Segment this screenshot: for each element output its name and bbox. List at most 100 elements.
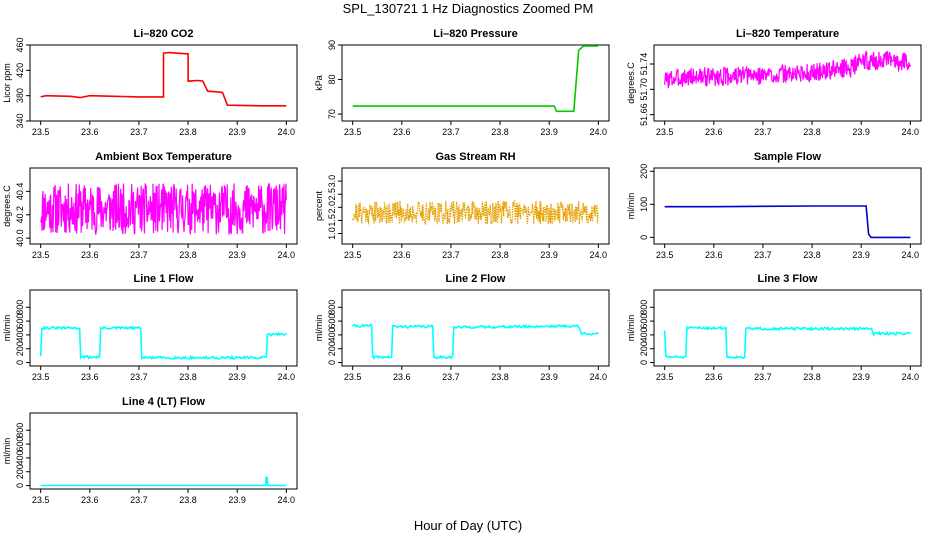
plot-frame	[29, 44, 298, 122]
series-line	[40, 51, 287, 107]
x-tick-label: 23.7	[754, 127, 772, 137]
x-tick-label: 23.7	[130, 495, 148, 505]
series-line	[39, 325, 287, 361]
x-tick-label: 23.7	[130, 372, 148, 382]
y-axis-label: ml/min	[314, 315, 324, 342]
panel-6: Sample Flow ml/min 23.5 23.6 23.7 23.8 23.9 24.…	[626, 151, 922, 260]
x-tick-label: 24.0	[278, 127, 296, 137]
y-tick-label: 80	[327, 75, 337, 85]
series-line	[664, 50, 911, 89]
y-tick-label: 800	[639, 300, 649, 315]
x-tick-label: 23.7	[130, 127, 148, 137]
figure-x-axis-label: Hour of Day (UTC)	[413, 518, 523, 533]
y-axis-label: kPa	[314, 75, 324, 91]
x-tick-label: 23.9	[852, 250, 870, 260]
y-axis-label: ml/min	[2, 315, 12, 342]
series-line	[352, 199, 599, 225]
x-tick-label: 23.8	[491, 372, 509, 382]
y-tick-label: 400	[15, 450, 25, 465]
x-tick-label: 24.0	[278, 495, 296, 505]
x-tick-label: 23.7	[754, 372, 772, 382]
x-tick-label: 23.8	[803, 250, 821, 260]
x-tick-label: 23.5	[32, 495, 50, 505]
x-tick-label: 23.5	[32, 250, 50, 260]
x-tick-label: 23.8	[803, 127, 821, 137]
y-tick-label: 51.74	[639, 53, 649, 76]
y-axis-label: degrees.C	[2, 185, 12, 227]
figure-title: SPL_130721 1 Hz Diagnostics Zoomed PM	[342, 1, 594, 16]
plot-frame	[653, 289, 922, 367]
panel-title: Gas Stream RH	[435, 151, 515, 163]
y-tick-label: 40.2	[15, 206, 25, 224]
y-tick-label: 600	[327, 314, 337, 329]
y-axis-label: Licor ppm	[2, 63, 12, 103]
y-tick-label: 600	[15, 437, 25, 452]
x-tick-label: 23.9	[228, 372, 246, 382]
y-axis-label: ml/min	[626, 193, 636, 220]
x-tick-label: 23.5	[32, 372, 50, 382]
x-tick-label: 23.5	[344, 250, 362, 260]
x-tick-label: 23.6	[705, 250, 723, 260]
x-tick-label: 23.6	[393, 127, 411, 137]
y-tick-label: 70	[327, 109, 337, 119]
y-tick-label: 200	[639, 341, 649, 356]
x-tick-label: 24.0	[278, 372, 296, 382]
plot-frame	[29, 289, 298, 367]
x-tick-label: 23.9	[228, 250, 246, 260]
x-tick-label: 23.9	[540, 127, 558, 137]
x-tick-label: 23.8	[179, 372, 197, 382]
plot-frame	[341, 44, 610, 122]
panel-2: Li–820 Pressure kPa 23.5 23.6 23.7 23.8 23.9 24…	[314, 28, 610, 137]
x-tick-label: 23.8	[179, 250, 197, 260]
x-tick-label: 23.6	[81, 250, 99, 260]
x-tick-label: 23.6	[393, 372, 411, 382]
panel-title: Line 4 (LT) Flow	[122, 396, 205, 408]
y-tick-label: 380	[15, 88, 25, 103]
x-tick-label: 23.9	[540, 372, 558, 382]
y-tick-label: 420	[15, 63, 25, 78]
x-tick-label: 23.9	[228, 495, 246, 505]
y-tick-label: 100	[639, 197, 649, 212]
y-tick-label: 340	[15, 113, 25, 128]
series-line	[664, 205, 911, 239]
panel-title: Li–820 Temperature	[736, 28, 839, 40]
x-tick-label: 23.9	[228, 127, 246, 137]
panel-7: Line 1 Flow ml/min 23.5 23.6 23.7 23.8 23.9 24.…	[2, 273, 298, 382]
x-tick-label: 23.5	[656, 250, 674, 260]
x-tick-label: 23.7	[442, 250, 460, 260]
y-tick-label: 0	[15, 483, 25, 488]
y-axis-label: ml/min	[626, 315, 636, 342]
y-tick-label: 0	[639, 360, 649, 365]
y-tick-label: 200	[15, 464, 25, 479]
y-tick-label: 200	[639, 164, 649, 179]
x-tick-label: 23.8	[491, 250, 509, 260]
panel-title: Sample Flow	[754, 151, 822, 163]
x-tick-label: 23.8	[803, 372, 821, 382]
panel-title: Line 1 Flow	[134, 273, 194, 285]
x-tick-label: 23.6	[81, 372, 99, 382]
x-tick-label: 24.0	[902, 372, 920, 382]
y-tick-label: 2.0	[327, 201, 337, 214]
y-tick-label: 600	[15, 314, 25, 329]
x-tick-label: 23.8	[491, 127, 509, 137]
y-tick-label: 800	[327, 300, 337, 315]
series-line	[352, 45, 599, 113]
y-tick-label: 90	[327, 40, 337, 50]
y-axis-label: ml/min	[2, 438, 12, 465]
x-tick-label: 24.0	[278, 250, 296, 260]
plot-frame	[29, 167, 298, 245]
y-tick-label: 400	[327, 327, 337, 342]
y-tick-label: 51.70	[639, 78, 649, 101]
panel-10: Line 4 (LT) Flow ml/min 23.5 23.6 23.7 23.8 23…	[2, 396, 298, 505]
y-tick-label: 3.0	[327, 175, 337, 188]
panel-4: Ambient Box Temperature degrees.C 23.5 23.6…	[2, 151, 298, 260]
y-tick-label: 40.0	[15, 229, 25, 247]
series-line	[663, 325, 911, 360]
x-tick-label: 23.5	[32, 127, 50, 137]
y-tick-label: 40.4	[15, 183, 25, 201]
series-line	[40, 182, 287, 235]
y-tick-label: 51.66	[639, 103, 649, 126]
x-tick-label: 24.0	[590, 250, 608, 260]
y-tick-label: 1.0	[327, 227, 337, 240]
